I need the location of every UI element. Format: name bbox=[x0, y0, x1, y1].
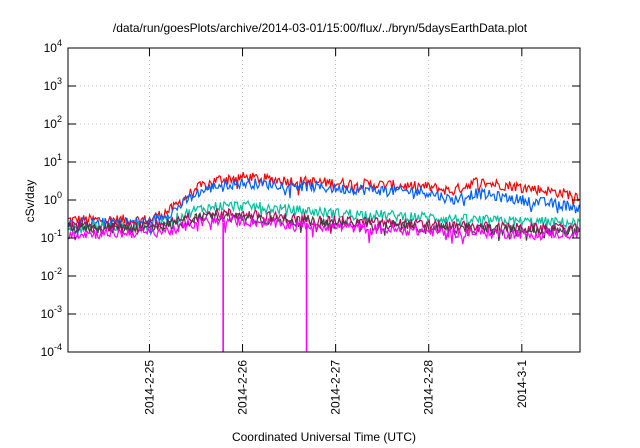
y-tick-exponent: -1 bbox=[54, 228, 62, 238]
y-tick-label: 10-1 bbox=[41, 228, 62, 245]
x-tick-label: 2014-2-26 bbox=[236, 360, 250, 415]
x-tick-label: 2014-3-1 bbox=[515, 360, 529, 408]
y-tick-exponent: 3 bbox=[57, 76, 62, 86]
x-tick-label: 2014-2-28 bbox=[422, 360, 436, 415]
y-tick-label: 102 bbox=[44, 114, 62, 131]
y-tick-label: 10-3 bbox=[41, 304, 62, 321]
grid bbox=[68, 48, 580, 352]
y-tick-label: 100 bbox=[44, 190, 62, 207]
y-tick-exponent: -3 bbox=[54, 304, 62, 314]
y-axis-label: cSv/day bbox=[23, 180, 37, 223]
y-tick-label: 101 bbox=[44, 152, 62, 169]
y-tick-exponent: 0 bbox=[57, 190, 62, 200]
y-tick-exponent: 1 bbox=[57, 152, 62, 162]
series-line-4 bbox=[67, 207, 580, 238]
y-tick-exponent: -4 bbox=[54, 342, 62, 352]
x-axis-label: Coordinated Universal Time (UTC) bbox=[232, 430, 416, 444]
y-tick-exponent: 4 bbox=[57, 38, 62, 48]
y-tick-label: 103 bbox=[44, 76, 62, 93]
series-layer bbox=[67, 172, 580, 352]
chart-title: /data/run/goesPlots/archive/2014-03-01/1… bbox=[113, 21, 528, 35]
series-line-2 bbox=[67, 176, 580, 238]
series-line-6 bbox=[67, 214, 580, 245]
x-tick-label: 2014-2-25 bbox=[142, 360, 156, 415]
y-tick-exponent: -2 bbox=[54, 266, 62, 276]
y-tick-exponent: 2 bbox=[57, 114, 62, 124]
x-tick-label: 2014-2-27 bbox=[329, 360, 343, 415]
y-tick-label: 10-4 bbox=[41, 342, 62, 359]
plot-frame bbox=[67, 47, 581, 353]
y-tick-label: 104 bbox=[44, 38, 62, 55]
ticks: 10-410-310-210-11001011021031042014-2-25… bbox=[41, 38, 580, 415]
series-line-3 bbox=[67, 199, 580, 234]
y-tick-label: 10-2 bbox=[41, 266, 62, 283]
